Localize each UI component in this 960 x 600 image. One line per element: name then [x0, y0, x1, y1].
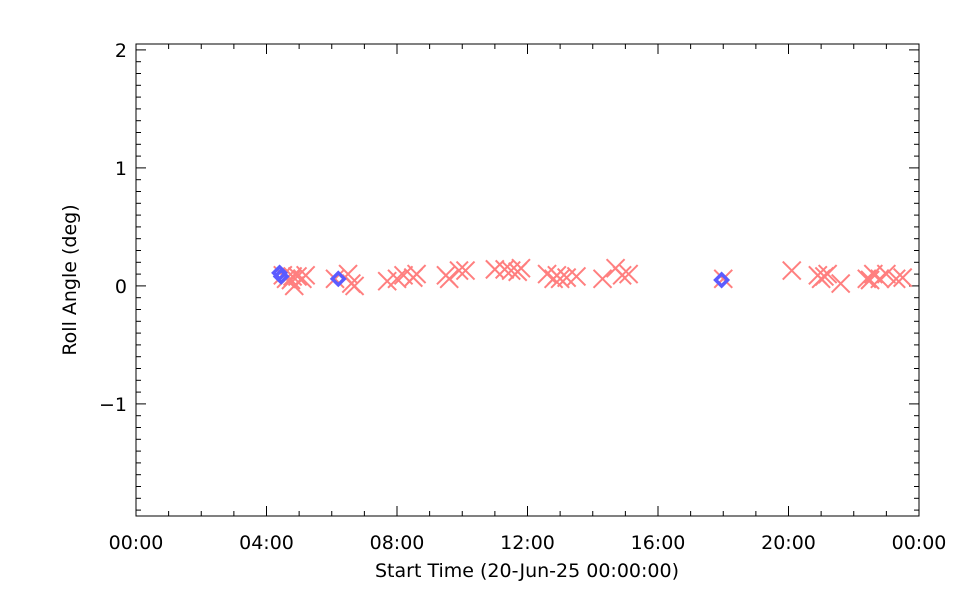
x-marker-point — [550, 269, 570, 289]
x-tick-label: 00:00 — [109, 532, 164, 554]
x-marker-point — [485, 259, 505, 280]
x-tick-label: 08:00 — [370, 532, 425, 554]
x-tick-label: 16:00 — [631, 532, 686, 554]
y-axis-title: Roll Angle (deg) — [59, 204, 81, 355]
x-tick-label: 04:00 — [239, 532, 294, 554]
x-marker-point — [782, 260, 802, 281]
tick-labels: 00:00 04:00 08:00 12:00 16:00 20:00 00:00 −1 0 1 2 — [99, 40, 946, 554]
x-marker-point — [592, 269, 613, 289]
x-axis-title: Start Time (20-Jun-25 00:00:00) — [375, 560, 679, 582]
x-marker-point — [511, 258, 531, 278]
x-marker-point — [406, 264, 427, 284]
x-marker-point — [449, 260, 469, 281]
x-marker-point — [439, 269, 459, 289]
x-marker-point — [566, 266, 587, 287]
y-tick-label: 1 — [115, 158, 127, 180]
x-marker-point — [892, 267, 913, 288]
x-marker-point — [455, 260, 476, 281]
x-marker-point — [618, 264, 639, 284]
x-tick-label: 20:00 — [761, 532, 816, 554]
x-marker-point — [817, 264, 838, 284]
x-marker-point — [713, 269, 733, 289]
diamond-marker-point — [272, 267, 290, 285]
y-tick-label: −1 — [99, 394, 127, 416]
x-marker-point — [876, 264, 897, 284]
x-tick-label: 12:00 — [500, 532, 555, 554]
x-marker-point — [612, 265, 632, 285]
x-marker-point — [886, 269, 906, 289]
x-tick-label: 00:00 — [892, 532, 947, 554]
x-marker-point — [830, 273, 851, 294]
x-marker-point — [344, 276, 365, 296]
diamond-marker-point — [713, 271, 731, 289]
x-marker-point — [287, 266, 308, 287]
axis-ticks — [135, 44, 920, 516]
x-marker-point — [860, 270, 880, 290]
y-tick-label: 2 — [115, 40, 127, 62]
x-marker-point — [325, 269, 345, 289]
y-tick-label: 0 — [115, 276, 127, 298]
x-marker-point — [295, 265, 316, 285]
plot-frame — [135, 43, 920, 517]
x-marker-point — [387, 269, 407, 289]
data-marks — [271, 258, 913, 296]
diamond-marker-point — [329, 270, 347, 288]
